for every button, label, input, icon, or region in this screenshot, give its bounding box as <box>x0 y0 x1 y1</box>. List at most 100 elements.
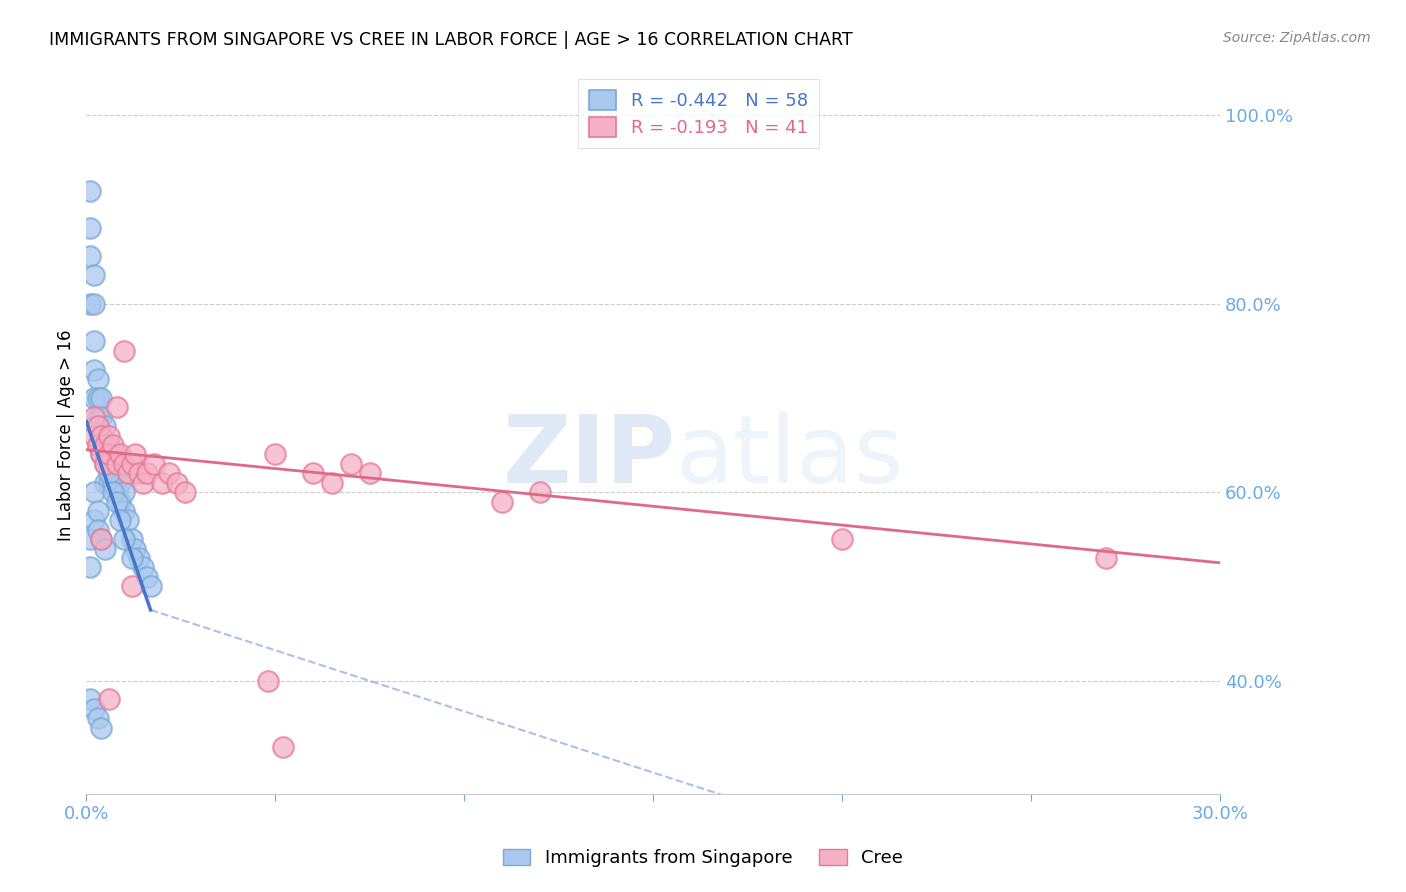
Point <box>256 673 278 688</box>
Point <box>79 296 101 310</box>
Point <box>117 513 139 527</box>
Text: Source: ZipAtlas.com: Source: ZipAtlas.com <box>1223 31 1371 45</box>
Point <box>86 409 108 424</box>
Point <box>83 334 105 349</box>
Point <box>132 560 155 574</box>
Legend: R = -0.442   N = 58, R = -0.193   N = 41: R = -0.442 N = 58, R = -0.193 N = 41 <box>578 79 818 148</box>
Point <box>86 419 108 434</box>
Point <box>94 541 117 556</box>
Point <box>79 692 101 706</box>
Point <box>166 475 188 490</box>
Point <box>94 438 117 452</box>
Point <box>79 533 101 547</box>
Point <box>94 419 117 434</box>
Point <box>135 570 157 584</box>
Point <box>97 692 120 706</box>
Point <box>90 428 112 442</box>
Point <box>86 419 108 434</box>
Legend: Immigrants from Singapore, Cree: Immigrants from Singapore, Cree <box>496 841 910 874</box>
Point <box>112 504 135 518</box>
Point <box>128 551 150 566</box>
Point <box>90 533 112 547</box>
Point <box>101 438 124 452</box>
Point <box>105 457 128 471</box>
Point <box>86 372 108 386</box>
Point <box>110 513 132 527</box>
Point <box>83 702 105 716</box>
Point <box>94 438 117 452</box>
Point <box>321 475 343 490</box>
Point <box>105 485 128 500</box>
Point <box>124 447 146 461</box>
Point <box>90 428 112 442</box>
Point <box>112 533 135 547</box>
Text: atlas: atlas <box>676 411 904 503</box>
Point <box>90 391 112 405</box>
Point <box>1095 551 1118 566</box>
Point <box>90 409 112 424</box>
Point <box>97 457 120 471</box>
Point <box>135 467 157 481</box>
Point <box>831 533 853 547</box>
Point <box>83 362 105 376</box>
Point <box>271 739 294 754</box>
Point <box>86 438 108 452</box>
Point <box>97 447 120 461</box>
Point <box>90 447 112 461</box>
Point <box>94 475 117 490</box>
Point <box>121 457 143 471</box>
Point <box>79 221 101 235</box>
Point <box>79 184 101 198</box>
Point <box>97 467 120 481</box>
Point <box>117 467 139 481</box>
Point <box>86 711 108 725</box>
Point <box>86 438 108 452</box>
Point <box>105 494 128 508</box>
Point <box>101 475 124 490</box>
Point <box>101 485 124 500</box>
Text: IMMIGRANTS FROM SINGAPORE VS CREE IN LABOR FORCE | AGE > 16 CORRELATION CHART: IMMIGRANTS FROM SINGAPORE VS CREE IN LAB… <box>49 31 853 49</box>
Point <box>124 541 146 556</box>
Point <box>79 250 101 264</box>
Point <box>83 409 105 424</box>
Point <box>94 457 117 471</box>
Point <box>529 485 551 500</box>
Point <box>86 523 108 537</box>
Point <box>97 438 120 452</box>
Point <box>86 391 108 405</box>
Point <box>128 467 150 481</box>
Point <box>83 391 105 405</box>
Point <box>105 401 128 415</box>
Point <box>173 485 195 500</box>
Point <box>121 551 143 566</box>
Point <box>83 428 105 442</box>
Point <box>112 343 135 358</box>
Text: ZIP: ZIP <box>503 411 676 503</box>
Point <box>359 467 381 481</box>
Point <box>83 485 105 500</box>
Point <box>90 721 112 735</box>
Point <box>90 447 112 461</box>
Point <box>339 457 361 471</box>
Point <box>150 475 173 490</box>
Point <box>264 447 287 461</box>
Point <box>491 494 513 508</box>
Y-axis label: In Labor Force | Age > 16: In Labor Force | Age > 16 <box>58 330 75 541</box>
Point <box>110 447 132 461</box>
Point <box>83 268 105 283</box>
Point <box>112 485 135 500</box>
Point <box>302 467 325 481</box>
Point <box>157 467 180 481</box>
Point <box>90 533 112 547</box>
Point <box>101 457 124 471</box>
Point <box>105 467 128 481</box>
Point <box>121 533 143 547</box>
Point <box>139 579 162 593</box>
Point <box>110 494 132 508</box>
Point <box>97 428 120 442</box>
Point <box>143 457 166 471</box>
Point <box>94 457 117 471</box>
Point <box>79 560 101 574</box>
Point <box>121 579 143 593</box>
Point <box>132 475 155 490</box>
